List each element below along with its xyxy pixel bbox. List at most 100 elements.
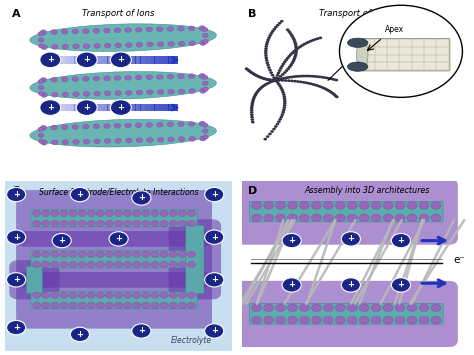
Circle shape (142, 251, 150, 257)
Circle shape (268, 133, 272, 135)
Circle shape (87, 292, 95, 298)
Circle shape (188, 121, 195, 126)
Circle shape (160, 251, 168, 257)
Circle shape (294, 52, 298, 54)
Circle shape (274, 79, 278, 82)
Circle shape (42, 210, 50, 217)
Circle shape (38, 80, 44, 84)
Bar (55, 56, 61, 64)
Circle shape (69, 220, 77, 226)
Bar (121, 104, 127, 111)
Circle shape (7, 273, 26, 287)
Circle shape (304, 75, 307, 77)
Circle shape (104, 138, 111, 143)
Circle shape (325, 77, 328, 79)
Circle shape (109, 232, 128, 246)
Circle shape (157, 42, 164, 47)
Circle shape (253, 73, 257, 76)
FancyBboxPatch shape (16, 272, 212, 329)
Circle shape (290, 76, 293, 78)
Circle shape (160, 261, 168, 268)
Bar (74, 104, 80, 111)
Bar (98, 56, 103, 64)
Bar (112, 56, 117, 64)
Circle shape (178, 220, 186, 226)
Circle shape (311, 202, 321, 209)
Circle shape (289, 53, 292, 56)
Circle shape (265, 78, 269, 81)
Bar (93, 104, 98, 111)
Bar (55, 104, 61, 111)
Circle shape (270, 130, 274, 133)
Circle shape (265, 40, 269, 43)
Circle shape (293, 56, 297, 58)
Circle shape (282, 111, 285, 114)
Circle shape (83, 44, 90, 49)
Circle shape (282, 278, 301, 292)
Circle shape (51, 302, 59, 308)
Bar (140, 104, 146, 111)
Circle shape (285, 76, 289, 79)
Text: +: + (13, 275, 19, 284)
Circle shape (383, 214, 393, 222)
Circle shape (61, 77, 68, 82)
Circle shape (167, 74, 173, 79)
Circle shape (151, 251, 159, 257)
Circle shape (51, 125, 57, 130)
Circle shape (160, 220, 168, 226)
Bar (70, 104, 75, 111)
Circle shape (105, 302, 114, 308)
Circle shape (270, 79, 274, 82)
Circle shape (82, 29, 89, 34)
FancyBboxPatch shape (31, 292, 197, 309)
Circle shape (339, 5, 463, 97)
Circle shape (146, 42, 153, 47)
Circle shape (419, 214, 429, 222)
Circle shape (322, 87, 326, 89)
Text: +: + (58, 236, 65, 245)
Circle shape (274, 79, 278, 82)
Circle shape (277, 120, 281, 123)
Bar (107, 104, 112, 111)
Circle shape (276, 24, 280, 27)
Circle shape (114, 76, 121, 81)
Circle shape (304, 81, 308, 84)
Circle shape (279, 75, 283, 78)
Circle shape (307, 41, 310, 44)
Circle shape (52, 140, 58, 145)
Circle shape (359, 214, 369, 222)
Circle shape (274, 79, 278, 82)
Circle shape (69, 251, 77, 257)
Circle shape (78, 220, 86, 226)
Circle shape (188, 26, 195, 31)
Circle shape (169, 302, 177, 308)
Circle shape (105, 210, 114, 217)
Circle shape (168, 89, 174, 94)
Circle shape (274, 79, 278, 82)
Circle shape (104, 43, 111, 48)
Circle shape (169, 210, 177, 217)
Circle shape (252, 304, 262, 311)
Circle shape (73, 140, 79, 144)
Circle shape (136, 123, 142, 128)
Text: +: + (211, 275, 218, 284)
Bar (126, 104, 131, 111)
Circle shape (280, 115, 283, 118)
Text: B: B (248, 9, 257, 19)
Circle shape (286, 57, 290, 59)
Circle shape (392, 234, 410, 248)
Circle shape (323, 316, 333, 324)
Circle shape (136, 42, 143, 47)
Circle shape (160, 292, 168, 298)
Circle shape (274, 125, 278, 128)
Circle shape (334, 94, 337, 97)
Circle shape (294, 54, 297, 56)
Circle shape (266, 135, 269, 138)
Circle shape (178, 210, 186, 217)
Circle shape (290, 80, 294, 82)
Circle shape (288, 304, 298, 311)
Circle shape (392, 278, 410, 292)
Circle shape (262, 84, 266, 87)
Circle shape (60, 220, 68, 226)
Text: e⁻: e⁻ (453, 255, 465, 265)
